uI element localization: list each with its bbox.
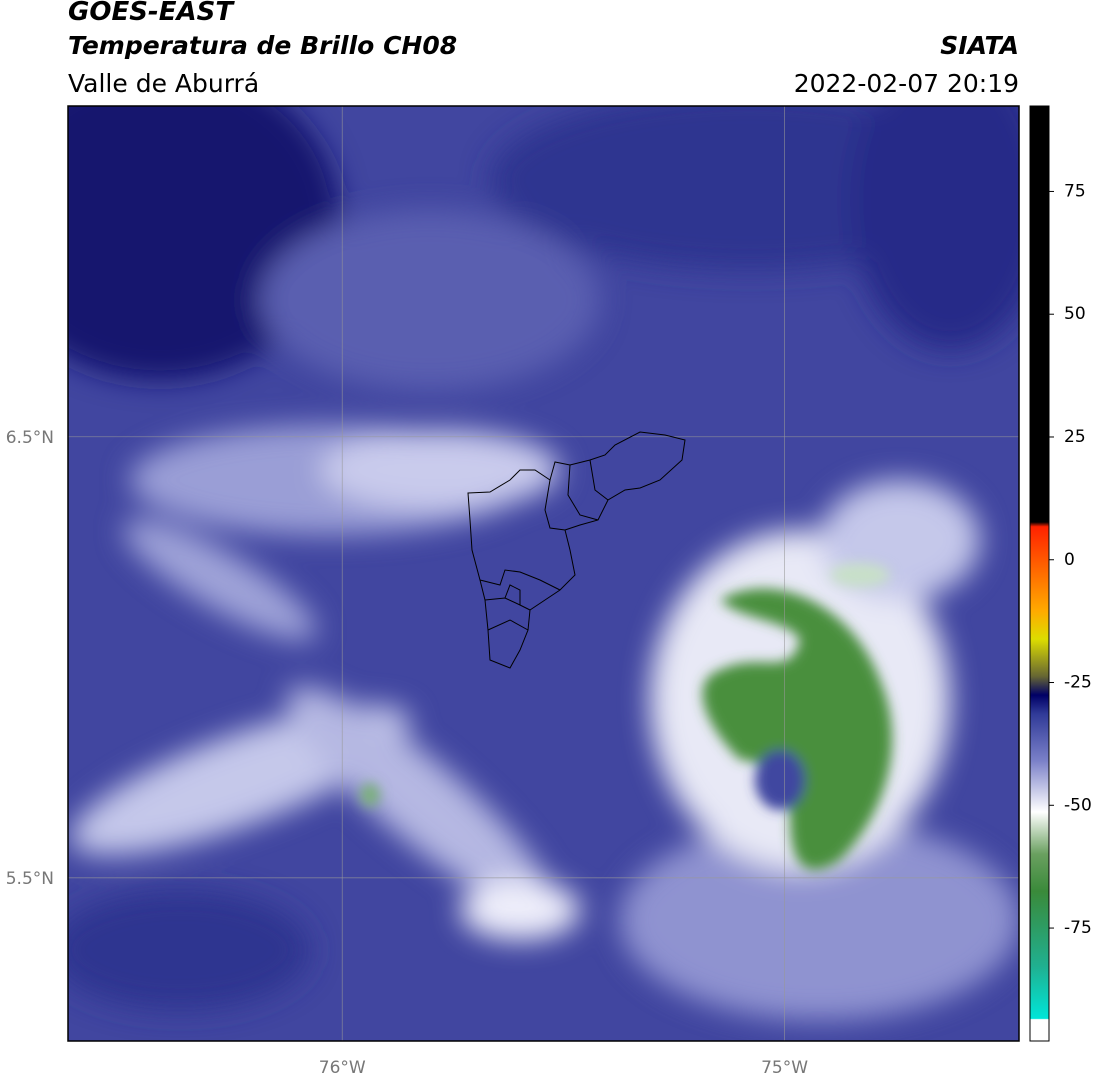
source: SIATA: [940, 31, 1019, 60]
graticule: [68, 106, 1019, 1041]
colorbar-tick-label: -50: [1064, 795, 1092, 815]
colorbar-tick-label: -75: [1064, 918, 1092, 938]
x-tick-label: 76°W: [319, 1058, 366, 1078]
colorbar-tick-label: 0: [1064, 550, 1075, 570]
subtitle: Temperatura de Brillo CH08: [68, 31, 457, 60]
timestamp: 2022-02-07 20:19: [794, 69, 1019, 98]
colorbar: [1029, 105, 1050, 1042]
colorbar-tick-label: 50: [1064, 304, 1086, 324]
colorbar-tick-label: -25: [1064, 673, 1092, 693]
map-frame: [67, 105, 1020, 1042]
satellite-image: [68, 106, 1019, 1041]
y-tick-label: 6.5°N: [6, 428, 54, 448]
municipal-boundaries: [467, 431, 686, 669]
y-tick-label: 5.5°N: [6, 869, 54, 889]
region: Valle de Aburrá: [68, 69, 259, 98]
colorbar-ticks: 75 50 25 0 -25 -50 -75: [1049, 181, 1092, 938]
x-tick-label: 75°W: [761, 1058, 808, 1078]
title: GOES-EAST: [68, 0, 235, 27]
colorbar-tick-label: 75: [1064, 181, 1086, 201]
colorbar-tick-label: 25: [1064, 427, 1086, 447]
